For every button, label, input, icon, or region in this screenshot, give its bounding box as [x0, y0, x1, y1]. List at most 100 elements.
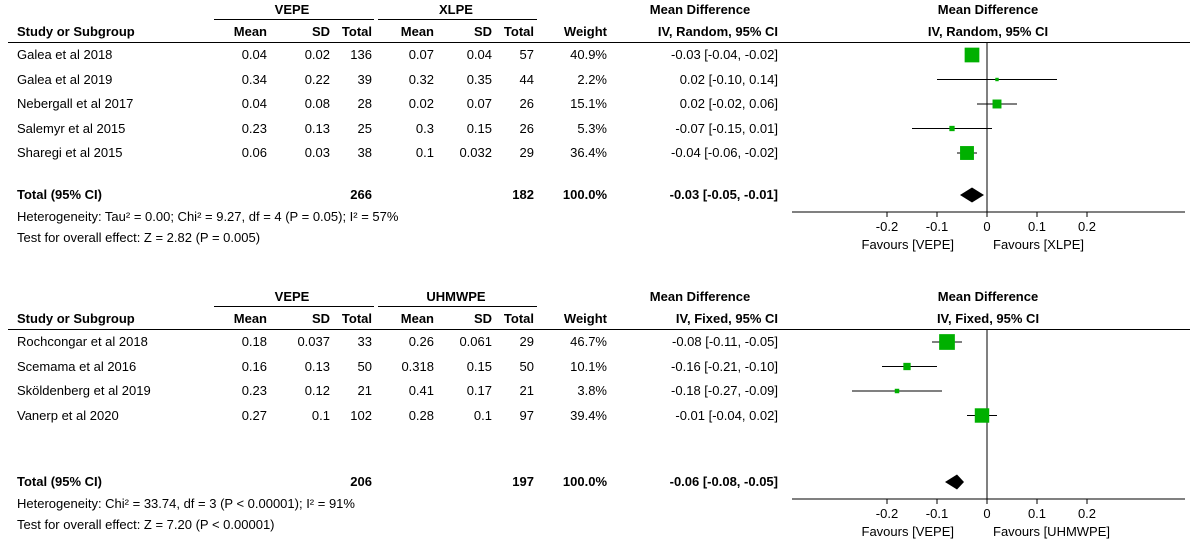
ci-method-header: IV, Fixed, 95% CI [675, 311, 778, 326]
experimental-total-sum: 206 [350, 474, 372, 489]
plot-mean-difference-header: Mean Difference [937, 2, 1039, 17]
experimental-group-header: VEPE [274, 2, 310, 17]
total-weight: 100.0% [562, 474, 607, 489]
experimental-total-value: 38 [357, 145, 372, 160]
header-rule [8, 329, 1190, 330]
control-group-underline [378, 19, 537, 20]
experimental-total-value: 50 [357, 358, 372, 374]
mean-difference-ci: -0.03 [-0.04, -0.02] [671, 47, 778, 62]
mean-difference-ci: -0.04 [-0.06, -0.02] [671, 145, 778, 160]
study-name: Galea et al 2018 [17, 47, 113, 62]
control-total-sum: 182 [512, 187, 534, 202]
control-total-value: 26 [519, 120, 534, 136]
study-name: Salemyr et al 2015 [17, 120, 126, 136]
control-mean-value: 0.3 [415, 120, 434, 136]
weight-header: Weight [563, 311, 607, 326]
study-marker [974, 408, 990, 423]
study-column-header: Study or Subgroup [17, 24, 135, 39]
total-label: Total (95% CI) [17, 474, 102, 489]
study-marker [894, 388, 900, 394]
overall-effect-test: Test for overall effect: Z = 2.82 (P = 0… [17, 230, 261, 245]
favours-left-label: Favours [VEPE] [862, 237, 954, 252]
control-total-value: 26 [519, 96, 534, 111]
favours-right-label: Favours [XLPE] [993, 237, 1084, 252]
experimental-mean-value: 0.16 [241, 358, 267, 374]
mean-difference-ci: 0.02 [-0.02, 0.06] [679, 96, 778, 111]
control-sd-value: 0.15 [466, 358, 492, 374]
study-name: Nebergall et al 2017 [17, 96, 134, 111]
control-total-value: 21 [519, 383, 534, 398]
study-name: Rochcongar et al 2018 [17, 334, 148, 349]
forest-plot-figure: VEPE XLPE Mean Difference Mean Difference St… [0, 0, 1200, 539]
weight-value: 46.7% [570, 334, 607, 349]
experimental-sd-value: 0.037 [297, 334, 330, 349]
study-marker [949, 125, 955, 132]
forest-panel-1: VEPE XLPE Mean Difference Mean Difference St… [0, 0, 1200, 252]
total-label: Total (95% CI) [17, 187, 102, 202]
weight-value: 40.9% [570, 47, 607, 62]
experimental-mean-value: 0.18 [241, 334, 267, 349]
control-total-sum: 197 [512, 474, 534, 489]
control-total-value: 57 [519, 47, 534, 62]
experimental-mean-value: 0.34 [241, 71, 267, 87]
experimental-sd-value: 0.13 [304, 358, 330, 374]
experimental-total-value: 102 [350, 407, 372, 423]
total-weight: 100.0% [562, 187, 607, 202]
mean-difference-ci: -0.16 [-0.21, -0.10] [671, 358, 778, 374]
experimental-total-value: 39 [357, 71, 372, 87]
study-marker [964, 47, 980, 63]
experimental-sd-value: 0.12 [304, 383, 330, 398]
control-mean-value: 0.26 [408, 334, 434, 349]
experimental-mean-value: 0.27 [241, 407, 267, 423]
heterogeneity-statistics: Heterogeneity: Chi² = 33.74, df = 3 (P <… [17, 496, 355, 511]
control-mean-header: Mean [400, 311, 434, 326]
mean-difference-ci: -0.07 [-0.15, 0.01] [675, 120, 778, 136]
experimental-total-value: 25 [357, 120, 372, 136]
control-sd-value: 0.17 [466, 383, 492, 398]
experimental-mean-value: 0.23 [241, 383, 267, 398]
study-column-header: Study or Subgroup [17, 311, 135, 326]
experimental-mean-header: Mean [233, 24, 267, 39]
weight-value: 39.4% [570, 407, 607, 423]
study-name: Galea et al 2019 [17, 71, 113, 87]
weight-value: 36.4% [570, 145, 607, 160]
experimental-mean-value: 0.04 [241, 47, 267, 62]
control-total-header: Total [503, 24, 534, 39]
control-total-value: 29 [519, 334, 534, 349]
x-axis-tick-label: -0.2 [876, 506, 898, 521]
forest-panel-2: VEPE UHMWPE Mean Difference Mean Difference… [0, 287, 1200, 539]
study-name: Vanerp et al 2020 [17, 407, 119, 423]
total-mean-difference-ci: -0.03 [-0.05, -0.01] [669, 187, 778, 202]
experimental-total-header: Total [341, 24, 372, 39]
study-marker [995, 77, 999, 82]
control-sd-header: SD [473, 311, 492, 326]
x-axis-tick-label: 0.1 [1028, 219, 1046, 234]
experimental-total-value: 33 [357, 334, 372, 349]
control-total-header: Total [503, 311, 534, 326]
control-total-value: 50 [519, 358, 534, 374]
plot-ci-method-header: IV, Fixed, 95% CI [936, 311, 1040, 326]
x-axis-tick-label: -0.1 [926, 506, 948, 521]
experimental-sd-value: 0.1 [311, 407, 330, 423]
study-marker [960, 146, 974, 160]
experimental-total-sum: 266 [350, 187, 372, 202]
control-mean-value: 0.1 [415, 145, 434, 160]
control-sd-value: 0.04 [466, 47, 492, 62]
control-sd-value: 0.15 [466, 120, 492, 136]
control-mean-header: Mean [400, 24, 434, 39]
favours-right-label: Favours [UHMWPE] [993, 524, 1110, 539]
x-axis-tick-label: 0 [983, 219, 990, 234]
control-group-header: UHMWPE [426, 289, 486, 304]
control-total-value: 97 [519, 407, 534, 423]
experimental-sd-value: 0.13 [304, 120, 330, 136]
mean-difference-ci: -0.18 [-0.27, -0.09] [671, 383, 778, 398]
x-axis-tick-label: -0.1 [926, 219, 948, 234]
total-mean-difference-ci: -0.06 [-0.08, -0.05] [669, 474, 778, 489]
weight-value: 10.1% [570, 358, 607, 374]
forest-plot-graphic: -0.2 -0.1 0 0.1 0.2 Favours [VEPE] Favours [XL… [792, 43, 1185, 252]
weight-value: 5.3% [577, 120, 607, 136]
weight-value: 2.2% [577, 71, 607, 87]
control-sd-value: 0.35 [466, 71, 492, 87]
study-name: Scemama et al 2016 [17, 358, 137, 374]
control-sd-value: 0.032 [459, 145, 492, 160]
